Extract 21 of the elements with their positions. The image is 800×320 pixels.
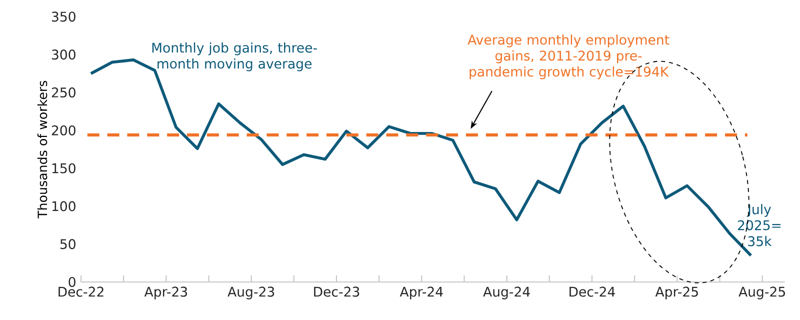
x-tick-label: Dec-22 — [58, 286, 104, 297]
y-tick-label: 150 — [52, 163, 76, 174]
x-tick-label: Apr-25 — [655, 286, 698, 300]
series-label: Monthly job gains, three-month moving average — [152, 42, 317, 72]
y-tick-label: 50 — [60, 239, 76, 250]
x-tick-label: Aug-23 — [228, 286, 274, 300]
x-tick-label: Dec-24 — [570, 286, 615, 297]
y-tick-label: 350 — [52, 12, 76, 22]
x-tick-label: Aug-25 — [738, 286, 785, 300]
y-axis-title: Thousands of workers — [37, 80, 48, 218]
y-tick-label: 250 — [52, 87, 76, 98]
ref-line-label: Average monthly employment gains, 2011-2019 pre-pandemic growth cycle=194K — [468, 34, 670, 80]
x-tick-label: Apr-24 — [400, 286, 443, 300]
y-tick-label: 200 — [52, 125, 76, 136]
x-tick-label: Aug-24 — [483, 286, 530, 300]
annotation: July 2025= 35k — [738, 204, 781, 246]
y-tick-label: 0 — [68, 276, 76, 288]
y-tick-label: 100 — [52, 201, 76, 212]
y-tick-label: 300 — [52, 50, 76, 60]
x-tick-label: Apr-23 — [144, 286, 188, 300]
x-tick-label: Dec-23 — [314, 286, 360, 297]
